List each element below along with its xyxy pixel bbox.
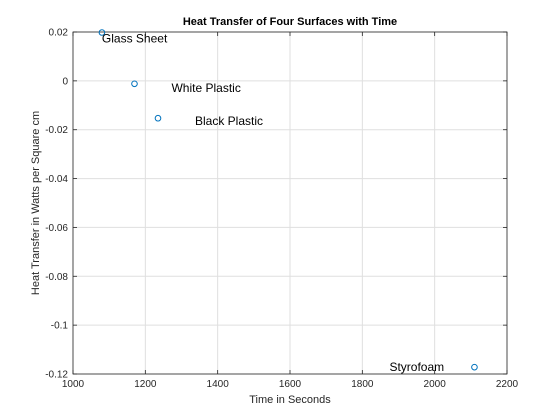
point-label: Styrofoam xyxy=(389,360,444,374)
x-tick-label: 1200 xyxy=(134,379,157,390)
chart-title: Heat Transfer of Four Surfaces with Time xyxy=(183,16,397,28)
x-tick-label: 2200 xyxy=(496,379,519,390)
x-tick-label: 1800 xyxy=(351,379,374,390)
data-point xyxy=(471,363,478,371)
x-tick-label: 1000 xyxy=(62,379,85,390)
y-axis-label: Heat Transfer in Watts per Square cm xyxy=(30,111,42,295)
y-tick-label: -0.06 xyxy=(45,223,68,234)
y-tick-label: -0.12 xyxy=(45,370,68,381)
point-annotations: Glass Sheet White Plastic Black Plastic Sty… xyxy=(102,31,444,374)
x-tick-label: 1400 xyxy=(207,379,230,390)
data-points xyxy=(98,29,478,371)
x-tick-label: 2000 xyxy=(424,379,447,390)
data-point xyxy=(154,114,162,122)
x-axis-label: Time in Seconds xyxy=(249,394,331,406)
x-tick-label: 1600 xyxy=(279,379,302,390)
y-tick-label: 0 xyxy=(62,76,68,87)
point-label: White Plastic xyxy=(171,81,240,95)
y-tick-label: 0.02 xyxy=(49,28,69,39)
y-tick-label: -0.08 xyxy=(45,272,68,283)
point-label: Glass Sheet xyxy=(102,31,168,45)
y-tick-label: -0.04 xyxy=(45,174,68,185)
y-tick-label: -0.02 xyxy=(45,125,68,136)
point-label: Black Plastic xyxy=(195,114,263,128)
axis-ticks: 1000 1200 1400 1600 1800 2000 2200 0.02 0 -0.02 -0… xyxy=(45,28,518,391)
data-point xyxy=(131,80,138,88)
grid xyxy=(72,31,508,375)
data-point xyxy=(98,29,106,36)
y-tick-label: -0.1 xyxy=(51,321,69,332)
